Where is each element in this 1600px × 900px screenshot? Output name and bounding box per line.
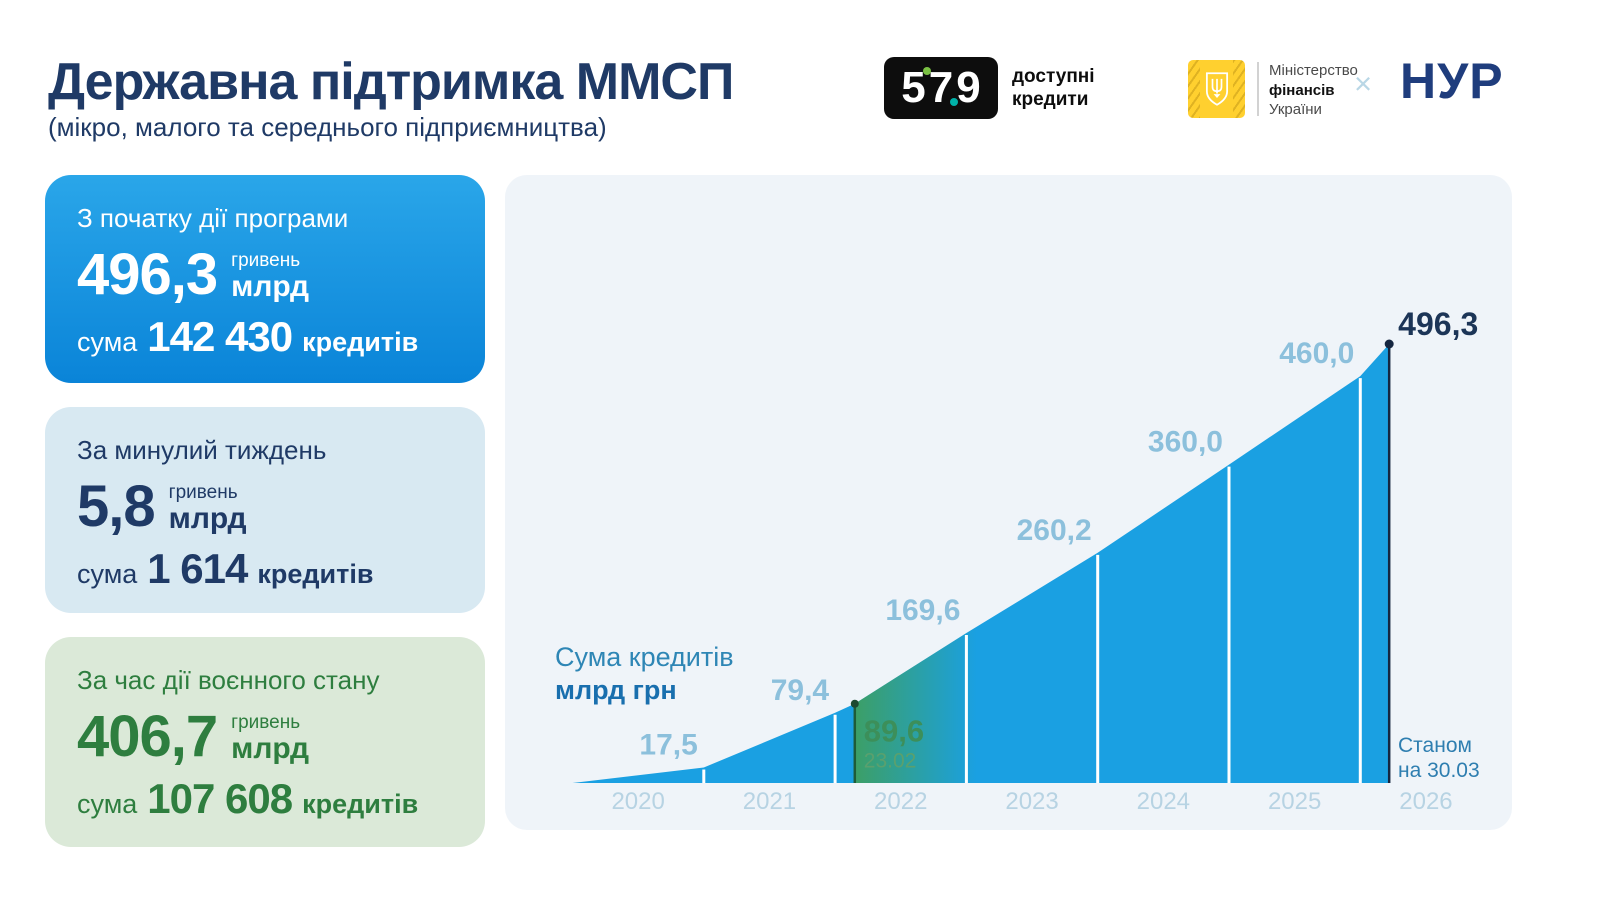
amount-value: 406,7	[77, 704, 218, 769]
hatch-left	[1188, 60, 1200, 118]
war-start-dot	[850, 699, 859, 708]
current-date-dot	[1384, 339, 1394, 349]
amount-units: гривень млрд	[168, 482, 247, 535]
value-labels: 17,5 79,4 89,623.02 169,6 260,2 360,0 460,0 496…	[639, 306, 1478, 773]
page-title: Державна підтримка ММСП	[48, 53, 734, 111]
trident-shield-icon	[1205, 72, 1228, 106]
loan-count: 142 430	[147, 313, 293, 360]
amount-row: 496,3 гривень млрд	[77, 246, 455, 304]
teal-dot-icon	[950, 98, 959, 106]
card-title: За минулий тиждень	[77, 435, 327, 465]
loan-count: 1 614	[147, 545, 248, 592]
green-dot-icon	[922, 67, 931, 75]
current-value-label: 496,3	[1398, 306, 1478, 342]
year-tick-label: 2023	[1005, 788, 1058, 815]
year-end-value-label: 79,4	[771, 674, 830, 707]
card-martial-law: За час дії воєнного стану 406,7 гривень …	[45, 637, 485, 847]
amount-units: гривень млрд	[231, 712, 310, 765]
ministry-emblem	[1188, 60, 1245, 118]
card-title: За час дії воєнного стану	[77, 665, 380, 695]
program-579-logo: 5 7 9	[884, 57, 998, 119]
x-axis-ticks: 2020 2021 2022 2023 2024 2025 2026	[611, 788, 1452, 815]
loan-count-row: сума 142 430 кредитів	[77, 313, 419, 360]
loan-count-row: сума 1 614 кредитів	[77, 545, 374, 592]
loan-count: 107 608	[147, 775, 293, 822]
ministry-label: Міністерство фінансів України	[1269, 62, 1358, 118]
digit-7-percent: 7	[922, 63, 959, 113]
amount-row: 406,7 гривень млрд	[77, 708, 455, 766]
cumulative-loans-area-chart: 17,5 79,4 89,623.02 169,6 260,2 360,0 460,0 496…	[555, 306, 1480, 815]
amount-units: гривень млрд	[231, 250, 310, 303]
amount-value: 496,3	[77, 242, 218, 307]
digit-9: 9	[956, 63, 981, 112]
chart-legend-unit: млрд грн	[555, 675, 677, 705]
year-end-value-label: 260,2	[1017, 514, 1092, 547]
card-title: З початку дії програми	[77, 203, 349, 233]
amount-row: 5,8 гривень млрд	[77, 478, 455, 536]
marker-lines	[850, 339, 1394, 783]
loan-count-row: сума 107 608 кредитів	[77, 775, 419, 822]
digit-5: 5	[901, 63, 926, 112]
area-series	[572, 344, 1390, 783]
asof-label-line2: на 30.03	[1398, 759, 1480, 782]
amount-value: 5,8	[77, 474, 156, 539]
year-tick-label: 2026	[1399, 788, 1452, 815]
year-tick-label: 2025	[1268, 788, 1321, 815]
war-date-label: 23.02	[864, 750, 917, 773]
page-subtitle: (мікро, малого та середнього підприємниц…	[48, 112, 607, 142]
nur-logo: НУР	[1400, 53, 1504, 109]
war-period-highlight	[854, 344, 977, 783]
card-total-program: З початку дії програми 496,3 гривень млр…	[45, 175, 485, 383]
year-end-value-label: 360,0	[1148, 426, 1223, 459]
year-end-value-label: 169,6	[885, 594, 960, 627]
program-579-label: доступні кредити	[1012, 66, 1095, 110]
year-tick-label: 2021	[743, 788, 796, 815]
asof-label-line1: Станом	[1398, 734, 1472, 757]
year-end-value-label: 460,0	[1279, 337, 1354, 370]
year-tick-label: 2024	[1137, 788, 1190, 815]
year-separators	[702, 378, 1362, 783]
chart-panel: 17,5 79,4 89,6 23.02 169,6 260,2 360,0 460,0 496…	[505, 175, 1512, 830]
hatch-right	[1233, 60, 1245, 118]
collaboration-x-icon: ×	[1354, 66, 1373, 101]
year-end-value-label: 17,5	[639, 729, 697, 762]
year-tick-label: 2022	[874, 788, 927, 815]
year-tick-label: 2020	[611, 788, 664, 815]
logo-divider	[1257, 62, 1259, 116]
war-value-label: 89,6	[864, 714, 924, 749]
chart-legend-title: Сума кредитів	[555, 642, 734, 672]
card-last-week: За минулий тиждень 5,8 гривень млрд сума…	[45, 407, 485, 613]
